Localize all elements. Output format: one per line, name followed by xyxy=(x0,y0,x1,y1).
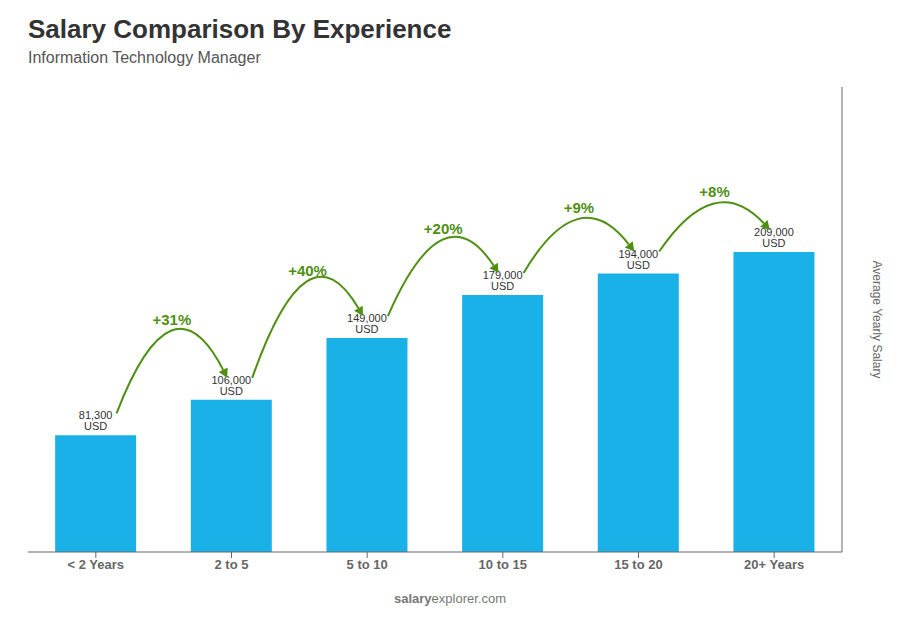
svg-text:20+ Years: 20+ Years xyxy=(744,557,804,572)
svg-text:81,300USD: 81,300USD xyxy=(79,409,113,432)
svg-text:+8%: +8% xyxy=(699,183,729,200)
html-text:salary explorer.com: salary explorer.com xyxy=(394,591,506,606)
svg-text:+31%: +31% xyxy=(153,311,192,328)
svg-text:10 to 15: 10 to 15 xyxy=(479,557,527,572)
html-text:Salary Comparison By Experienc: Salary Comparison By Experience xyxy=(28,14,452,44)
svg-text:+20%: +20% xyxy=(424,220,463,237)
svg-text:2 to 5: 2 to 5 xyxy=(215,557,249,572)
svg-text:106,000USD: 106,000USD xyxy=(211,374,251,397)
svg-text:15 to 20: 15 to 20 xyxy=(614,557,662,572)
svg-text:5 to 10: 5 to 10 xyxy=(347,557,388,572)
html-text:Information Technology Manager: Information Technology Manager xyxy=(28,49,261,66)
svg-text:149,000USD: 149,000USD xyxy=(347,312,387,335)
svg-text:+40%: +40% xyxy=(288,262,327,279)
svg-text:209,000USD: 209,000USD xyxy=(754,226,794,249)
svg-text:179,000USD: 179,000USD xyxy=(483,269,523,292)
svg-text:+9%: +9% xyxy=(564,199,594,216)
svg-text:< 2 Years: < 2 Years xyxy=(68,557,125,572)
svg-text:194,000USD: 194,000USD xyxy=(618,248,658,271)
svg-text:Average Yearly Salary: Average Yearly Salary xyxy=(870,261,884,379)
